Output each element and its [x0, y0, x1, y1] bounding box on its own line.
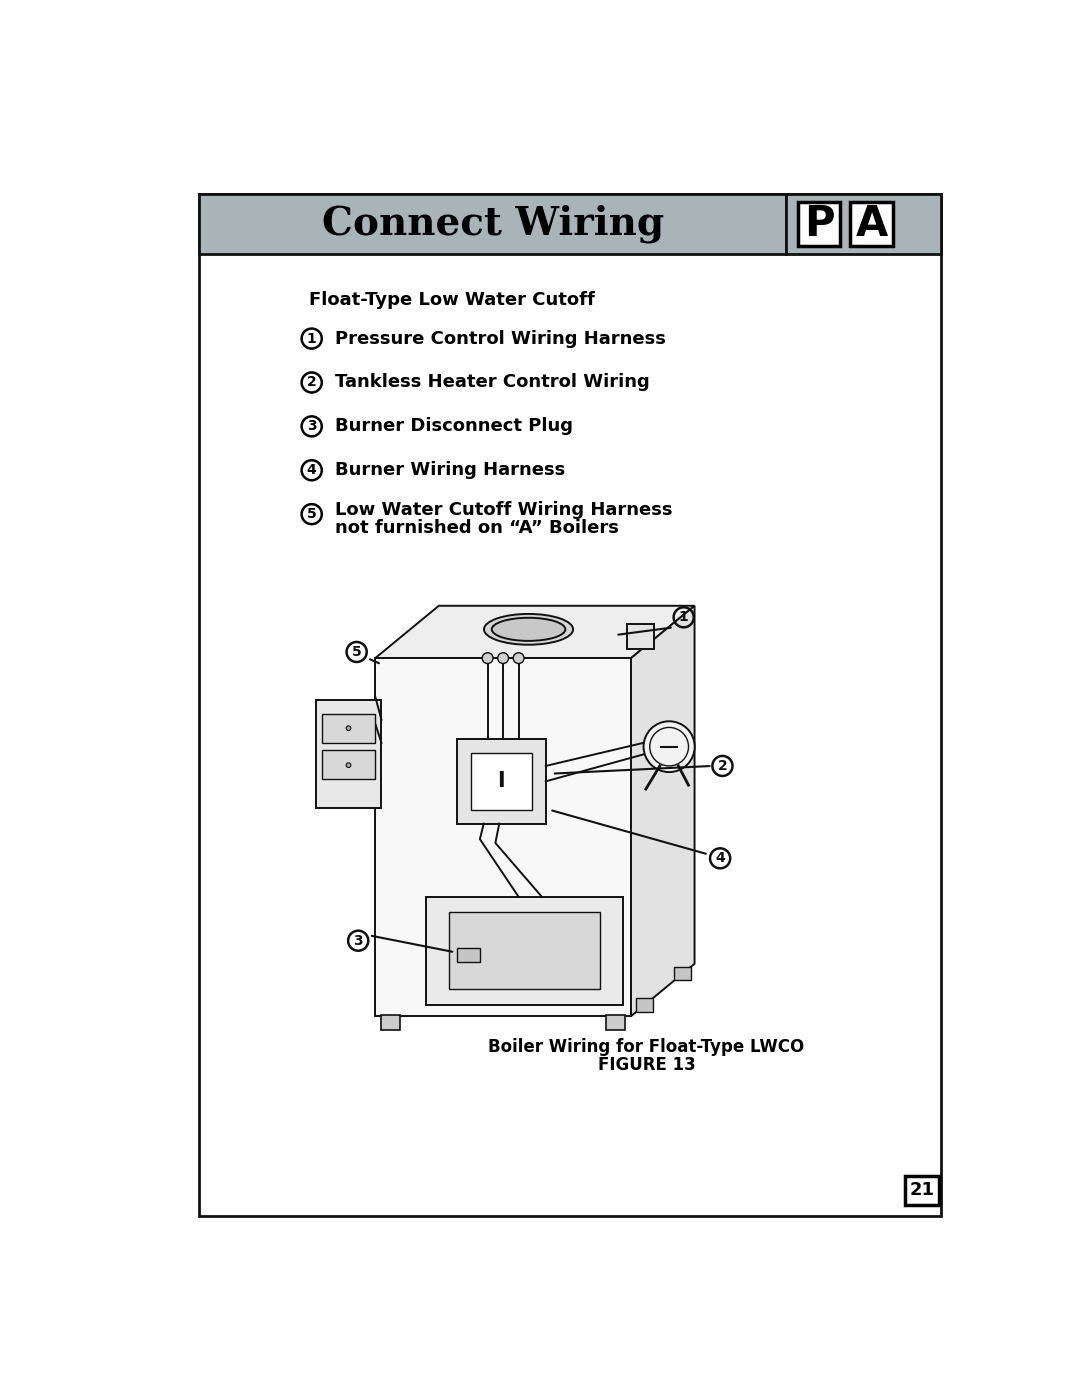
- Text: Low Water Cutoff Wiring Harness: Low Water Cutoff Wiring Harness: [335, 500, 673, 518]
- Text: 3: 3: [307, 419, 316, 433]
- Text: 4: 4: [715, 851, 725, 865]
- Circle shape: [498, 652, 509, 664]
- FancyBboxPatch shape: [322, 714, 375, 743]
- FancyBboxPatch shape: [636, 997, 653, 1011]
- Text: Tankless Heater Control Wiring: Tankless Heater Control Wiring: [335, 373, 650, 391]
- FancyBboxPatch shape: [322, 750, 375, 780]
- FancyBboxPatch shape: [381, 1014, 400, 1030]
- Text: 5: 5: [352, 645, 362, 659]
- Text: Burner Wiring Harness: Burner Wiring Harness: [335, 461, 565, 479]
- Text: 2: 2: [717, 759, 727, 773]
- Polygon shape: [375, 606, 694, 658]
- Text: I: I: [498, 771, 505, 791]
- Text: 5: 5: [307, 507, 316, 521]
- Text: FIGURE 13: FIGURE 13: [597, 1056, 696, 1074]
- Text: Connect Wiring: Connect Wiring: [322, 204, 664, 243]
- FancyBboxPatch shape: [606, 1014, 625, 1030]
- FancyBboxPatch shape: [798, 201, 840, 246]
- Polygon shape: [631, 606, 694, 1016]
- Text: 21: 21: [909, 1182, 934, 1199]
- FancyBboxPatch shape: [426, 897, 623, 1004]
- Text: not furnished on “A” Boilers: not furnished on “A” Boilers: [335, 520, 619, 536]
- Text: Boiler Wiring for Float-Type LWCO: Boiler Wiring for Float-Type LWCO: [488, 1038, 805, 1056]
- Circle shape: [644, 721, 694, 773]
- FancyBboxPatch shape: [375, 658, 631, 1016]
- Text: Burner Disconnect Plug: Burner Disconnect Plug: [335, 418, 573, 436]
- Text: P: P: [804, 203, 834, 244]
- FancyBboxPatch shape: [315, 700, 381, 809]
- Text: 1: 1: [307, 331, 316, 345]
- Circle shape: [482, 652, 494, 664]
- Text: Pressure Control Wiring Harness: Pressure Control Wiring Harness: [335, 330, 666, 348]
- Text: 2: 2: [307, 376, 316, 390]
- Text: 1: 1: [679, 610, 689, 624]
- Ellipse shape: [491, 617, 565, 641]
- FancyBboxPatch shape: [905, 1175, 940, 1204]
- Text: 3: 3: [353, 933, 363, 947]
- FancyBboxPatch shape: [627, 624, 654, 648]
- Text: 4: 4: [307, 464, 316, 478]
- Circle shape: [347, 726, 351, 731]
- Text: Float-Type Low Water Cutoff: Float-Type Low Water Cutoff: [309, 291, 595, 309]
- FancyBboxPatch shape: [457, 949, 480, 963]
- Text: A: A: [855, 203, 888, 244]
- FancyBboxPatch shape: [850, 201, 893, 246]
- FancyBboxPatch shape: [674, 967, 691, 981]
- FancyBboxPatch shape: [471, 753, 531, 810]
- Circle shape: [513, 652, 524, 664]
- FancyBboxPatch shape: [449, 912, 600, 989]
- FancyBboxPatch shape: [786, 194, 941, 254]
- FancyBboxPatch shape: [200, 194, 786, 254]
- Circle shape: [347, 763, 351, 767]
- FancyBboxPatch shape: [200, 194, 941, 1217]
- FancyBboxPatch shape: [457, 739, 545, 824]
- Ellipse shape: [484, 613, 573, 645]
